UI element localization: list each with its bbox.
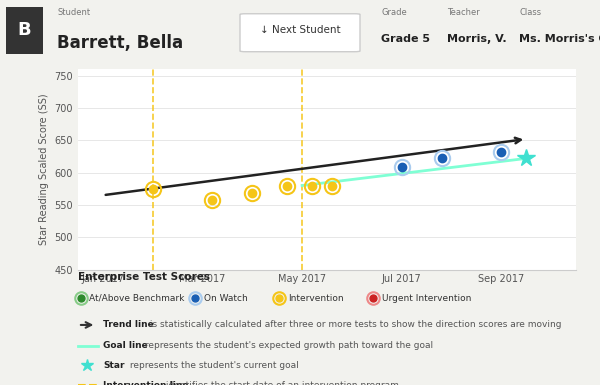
Text: Grade 5: Grade 5 [381,34,430,44]
Text: Ms. Morris's Class: Ms. Morris's Class [519,34,600,44]
Text: Trend line: Trend line [103,320,154,330]
Text: Intervention line: Intervention line [103,380,188,385]
Text: Grade: Grade [381,8,407,17]
Text: At/Above Benchmark: At/Above Benchmark [89,294,185,303]
Y-axis label: Star Reading Scaled Score (SS): Star Reading Scaled Score (SS) [39,94,49,245]
Text: represents the student's expected growth path toward the goal: represents the student's expected growth… [142,341,433,350]
Text: Goal line: Goal line [103,341,148,350]
Text: On Watch: On Watch [205,294,248,303]
Text: ↓ Next Student: ↓ Next Student [260,25,340,35]
Text: Star: Star [103,361,125,370]
Text: Student: Student [57,8,90,17]
Text: represents the student's current goal: represents the student's current goal [127,361,298,370]
Text: identifies the start date of an intervention program: identifies the start date of an interven… [163,380,399,385]
Text: Morris, V.: Morris, V. [447,34,506,44]
Text: Urgent Intervention: Urgent Intervention [382,294,471,303]
Text: B: B [18,21,31,39]
FancyBboxPatch shape [240,14,360,52]
Text: Class: Class [519,8,541,17]
Bar [6,7,43,54]
Text: Enterprise Test Scores: Enterprise Test Scores [78,272,210,282]
Text: Intervention: Intervention [288,294,343,303]
Text: is statistically calculated after three or more tests to show the direction scor: is statistically calculated after three … [148,320,562,330]
Text: Barrett, Bella: Barrett, Bella [57,34,183,52]
Text: Teacher: Teacher [447,8,480,17]
